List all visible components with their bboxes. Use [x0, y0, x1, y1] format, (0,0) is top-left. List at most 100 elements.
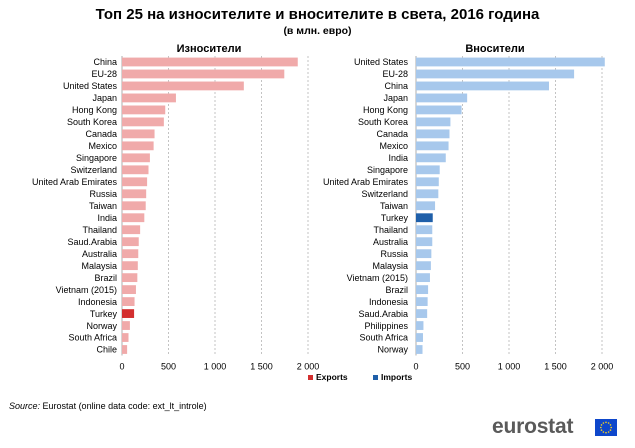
- category-label: South Korea: [67, 117, 117, 127]
- category-label: Thailand: [373, 225, 408, 235]
- bar: [416, 153, 446, 163]
- category-label: South Korea: [358, 117, 408, 127]
- bar: [122, 237, 139, 247]
- flag-star: [600, 426, 602, 429]
- bar: [122, 249, 139, 259]
- bar: [416, 177, 439, 187]
- flag-star: [605, 431, 607, 434]
- x-tick-label: 1 000: [204, 362, 227, 372]
- bar: [416, 321, 424, 330]
- x-tick-label: 1 000: [498, 362, 521, 372]
- category-label: Norway: [377, 345, 408, 355]
- bar: [122, 189, 147, 199]
- bar: [416, 225, 433, 235]
- category-label: United States: [354, 57, 409, 67]
- bar: [122, 309, 135, 318]
- flag-star: [609, 424, 612, 426]
- bar: [416, 105, 462, 115]
- category-label: Malaysia: [372, 261, 408, 271]
- category-label: South Africa: [68, 333, 117, 343]
- flag-star: [602, 431, 605, 433]
- category-label: EU-28: [91, 69, 117, 79]
- flag-background: [595, 419, 617, 436]
- category-label: China: [93, 57, 117, 67]
- bar: [122, 225, 141, 235]
- category-label: Switzerland: [70, 165, 117, 175]
- bar: [416, 261, 431, 271]
- x-tick-label: 1 500: [544, 362, 567, 372]
- legend-swatch: [308, 375, 313, 380]
- bar: [122, 153, 150, 163]
- category-label: Canada: [85, 129, 117, 139]
- category-label: India: [388, 153, 408, 163]
- bar: [416, 189, 439, 199]
- category-label: Russia: [89, 189, 117, 199]
- bar: [416, 117, 451, 127]
- flag-star: [600, 429, 603, 431]
- panel-title: Износители: [177, 43, 242, 55]
- x-tick-label: 1 500: [250, 362, 273, 372]
- bar: [122, 285, 136, 295]
- category-label: Saud.Arabia: [67, 237, 117, 247]
- bar: [122, 105, 166, 115]
- bar: [416, 309, 428, 318]
- category-label: Brazil: [94, 273, 117, 283]
- bar: [416, 141, 449, 151]
- bar: [122, 117, 164, 127]
- bar: [122, 297, 135, 306]
- flag-star: [607, 422, 610, 424]
- bar: [416, 81, 549, 91]
- x-tick-label: 0: [413, 362, 418, 372]
- category-label: Brazil: [385, 285, 408, 295]
- chart-subtitle: (в млн. евро): [283, 25, 352, 37]
- category-label: Hong Kong: [363, 105, 408, 115]
- bar: [122, 321, 130, 330]
- bar: [416, 297, 428, 306]
- bar: [122, 273, 138, 283]
- bar: [122, 333, 129, 342]
- category-label: Chile: [96, 345, 117, 355]
- category-label: India: [97, 213, 117, 223]
- flag-star: [600, 424, 603, 426]
- bar: [122, 141, 154, 151]
- source-text: Eurostat (online data code: ext_lt_intro…: [42, 401, 207, 411]
- x-tick-label: 500: [455, 362, 470, 372]
- bar: [122, 69, 285, 79]
- category-label: United Arab Emirates: [323, 177, 409, 187]
- category-label: Turkey: [90, 309, 118, 319]
- x-tick-label: 0: [119, 362, 124, 372]
- bar: [416, 273, 430, 283]
- legend-swatch: [373, 375, 378, 380]
- category-label: Singapore: [367, 165, 408, 175]
- panel-title: Вносители: [465, 43, 524, 55]
- bar: [122, 57, 298, 67]
- category-label: Russia: [380, 249, 408, 259]
- bar: [122, 177, 148, 187]
- category-label: Philippines: [364, 321, 408, 331]
- category-label: Taiwan: [380, 201, 408, 211]
- bar-chart: Износители 0 500 1 000 1 500 2 000 China EU-28 U…: [32, 43, 613, 382]
- bar: [416, 165, 440, 175]
- category-label: Saud.Arabia: [358, 309, 408, 319]
- category-label: Japan: [383, 93, 408, 103]
- category-label: China: [384, 81, 408, 91]
- bar: [416, 129, 450, 139]
- bar: [122, 261, 138, 271]
- category-label: Switzerland: [361, 189, 408, 199]
- flag-star: [609, 429, 612, 431]
- category-label: Taiwan: [89, 201, 117, 211]
- source-note: Source: Eurostat (online data code: ext_…: [9, 401, 207, 411]
- flag-star: [602, 422, 605, 424]
- bar: [416, 345, 423, 354]
- category-label: Malaysia: [81, 261, 117, 271]
- category-label: South Africa: [359, 333, 408, 343]
- chart-title: Топ 25 на износителите и вносителите в с…: [95, 6, 540, 23]
- category-label: Hong Kong: [72, 105, 117, 115]
- category-label: Australia: [373, 237, 408, 247]
- bar: [122, 213, 145, 223]
- category-label: Norway: [86, 321, 117, 331]
- bar: [122, 201, 146, 211]
- category-label: Vietnam (2015): [56, 285, 117, 295]
- category-label: Japan: [92, 93, 117, 103]
- bar: [122, 93, 176, 103]
